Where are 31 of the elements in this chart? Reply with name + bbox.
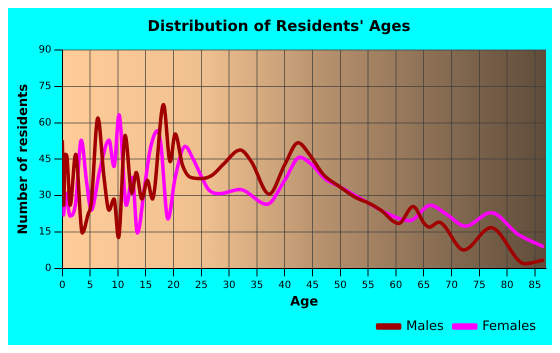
x-tick-label: 15 xyxy=(139,280,152,291)
y-tick-label: 75 xyxy=(38,80,52,92)
y-tick-label: 30 xyxy=(38,190,52,202)
y-tick-label: 15 xyxy=(38,226,52,238)
x-tick-label: 70 xyxy=(445,280,458,291)
legend-label: Females xyxy=(482,318,536,334)
x-tick-label: 5 xyxy=(86,280,94,291)
y-axis-title: Number of residents xyxy=(16,84,32,235)
x-tick-label: 0 xyxy=(59,280,66,291)
x-tick-label: 80 xyxy=(500,280,514,291)
x-tick-label: 20 xyxy=(167,280,180,291)
legend-label: Males xyxy=(406,318,444,334)
y-tick-label: 45 xyxy=(38,154,52,165)
x-tick-label: 25 xyxy=(194,280,208,291)
y-tick-label: 60 xyxy=(38,117,52,128)
x-axis-title: Age xyxy=(290,294,318,310)
x-tick-label: 30 xyxy=(222,280,236,291)
x-tick-label: 50 xyxy=(334,280,347,291)
x-tick-label: 85 xyxy=(528,280,542,291)
x-tick-label: 45 xyxy=(306,280,319,291)
y-tick-label: 90 xyxy=(38,44,52,56)
x-tick-label: 75 xyxy=(472,280,486,291)
x-tick-label: 60 xyxy=(390,280,402,291)
x-tick-label: 35 xyxy=(250,280,264,291)
x-tick-label: 65 xyxy=(417,280,430,291)
x-tick-label: 10 xyxy=(112,280,124,291)
y-tick-label: 0 xyxy=(44,262,52,274)
line-series xyxy=(62,102,546,266)
x-tick-label: 40 xyxy=(278,280,292,291)
x-tick-label: 55 xyxy=(362,280,374,291)
chart-title: Distribution of Residents' Ages xyxy=(148,16,411,35)
